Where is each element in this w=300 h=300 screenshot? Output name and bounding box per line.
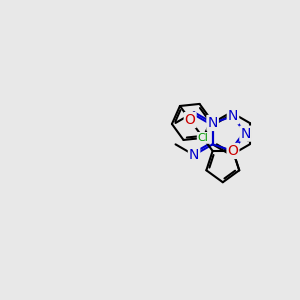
Text: Cl: Cl [198,133,208,143]
Text: O: O [227,144,239,158]
Text: N: N [207,116,218,130]
Text: N: N [228,109,238,123]
Text: N: N [189,148,199,162]
Text: O: O [185,113,196,127]
Text: N: N [240,127,251,141]
